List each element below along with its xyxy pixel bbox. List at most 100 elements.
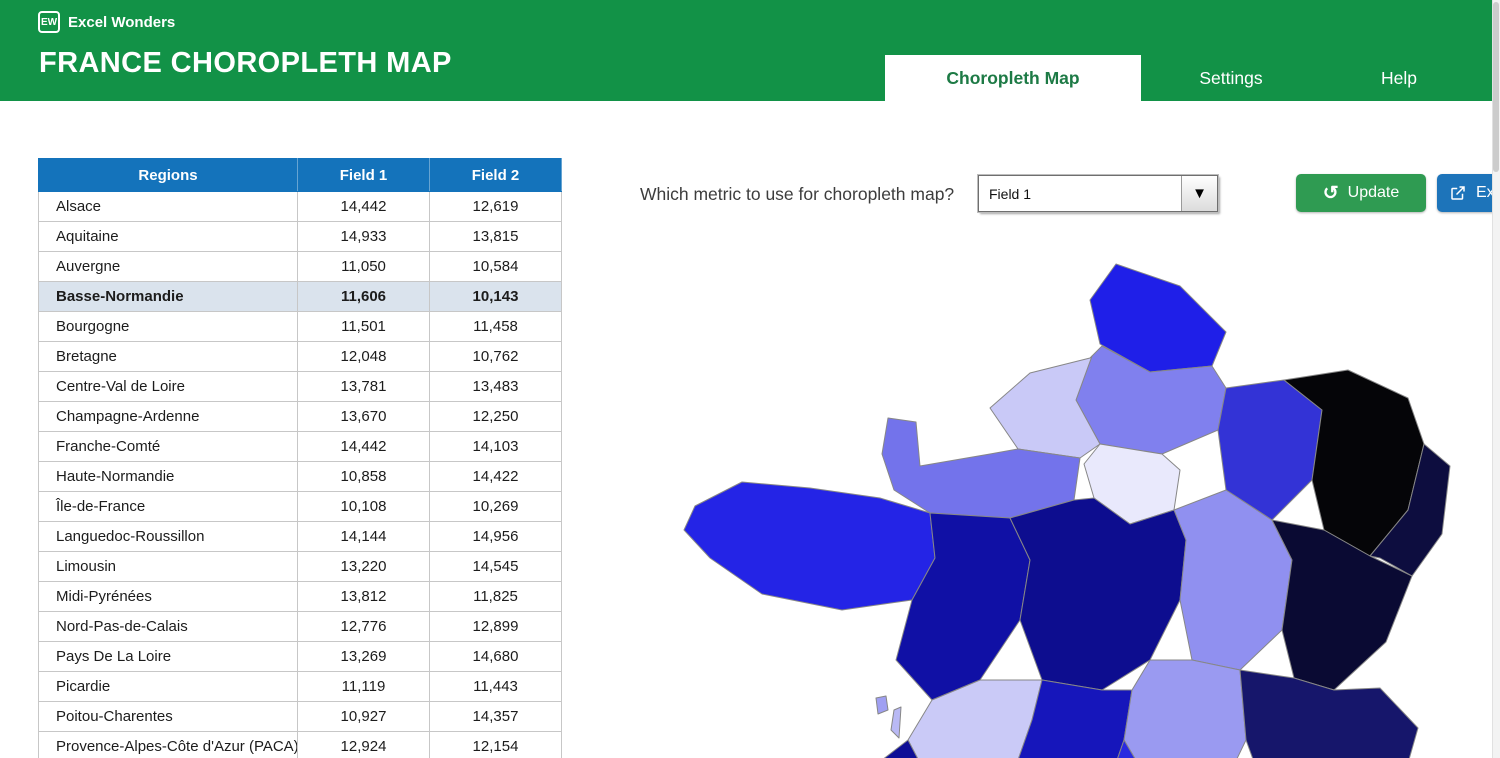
table-row[interactable]: Languedoc-Roussillon 14,144 14,956 [38,521,562,552]
region-cell: Alsace [38,191,298,222]
table-row[interactable]: Aquitaine 14,933 13,815 [38,221,562,252]
brand-name: Excel Wonders [68,13,176,31]
value-cell: 13,483 [429,371,562,402]
value-cell: 12,048 [297,341,430,372]
value-cell: 14,933 [297,221,430,252]
region-cell: Poitou-Charentes [38,701,298,732]
map-region-basse-normandie[interactable] [881,417,1081,519]
table-row[interactable]: Picardie 11,119 11,443 [38,671,562,702]
table-row[interactable]: Alsace 14,442 12,619 [38,191,562,222]
table-row[interactable]: Champagne-Ardenne 13,670 12,250 [38,401,562,432]
region-cell: Champagne-Ardenne [38,401,298,432]
column-header-field1: Field 1 [297,158,430,192]
region-cell: Haute-Normandie [38,461,298,492]
column-header-regions: Regions [38,158,298,192]
value-cell: 14,103 [429,431,562,462]
update-button[interactable]: ↺ Update [1296,174,1426,212]
map-region-rh-ne-alpes[interactable] [1239,669,1419,758]
region-cell: Bourgogne [38,311,298,342]
value-cell: 14,442 [297,431,430,462]
table-row[interactable]: Bretagne 12,048 10,762 [38,341,562,372]
regions-table: Regions Field 1 Field 2 Alsace 14,442 12,6… [38,158,562,758]
value-cell: 10,762 [429,341,562,372]
value-cell: 11,119 [297,671,430,702]
tab-help[interactable]: Help [1381,67,1417,88]
export-button[interactable]: Ex [1437,174,1500,212]
value-cell: 11,050 [297,251,430,282]
map-region-bourgogne[interactable] [1173,489,1293,671]
value-cell: 14,144 [297,521,430,552]
value-cell: 13,781 [297,371,430,402]
table-row[interactable]: Limousin 13,220 14,545 [38,551,562,582]
value-cell: 10,584 [429,251,562,282]
region-cell: Languedoc-Roussillon [38,521,298,552]
export-icon [1449,184,1467,202]
table-row[interactable]: Provence-Alpes-Côte d'Azur (PACA) 12,924 1… [38,731,562,758]
value-cell: 10,269 [429,491,562,522]
map-region-midi-pyr-n-es[interactable] [1040,739,1164,758]
value-cell: 12,250 [429,401,562,432]
value-cell: 10,143 [429,281,562,312]
value-cell: 14,422 [429,461,562,492]
chevron-down-icon[interactable]: ▼ [1181,176,1217,211]
value-cell: 10,108 [297,491,430,522]
table-row[interactable]: Bourgogne 11,501 11,458 [38,311,562,342]
update-button-label: Update [1347,184,1400,201]
page-title: FRANCE CHOROPLETH MAP [39,47,452,79]
table-row[interactable]: Île-de-France 10,108 10,269 [38,491,562,522]
value-cell: 14,442 [297,191,430,222]
map-region-alsace[interactable] [1369,443,1451,577]
value-cell: 12,776 [297,611,430,642]
map-region-limousin[interactable] [1018,679,1133,758]
scrollbar-thumb[interactable] [1493,2,1499,172]
regions-table-body: Alsace 14,442 12,619 Aquitaine 14,933 13,815 A… [38,191,562,758]
region-cell: Pays De La Loire [38,641,298,672]
table-row[interactable]: Centre-Val de Loire 13,781 13,483 [38,371,562,402]
value-cell: 11,443 [429,671,562,702]
value-cell: 12,619 [429,191,562,222]
region-cell: Centre-Val de Loire [38,371,298,402]
region-cell: Aquitaine [38,221,298,252]
tab-bar: Choropleth Map Settings Help [885,55,1477,101]
table-row[interactable]: Basse-Normandie 11,606 10,143 [38,281,562,312]
metric-dropdown[interactable]: Field 1 ▼ [977,174,1219,213]
map-region-island-1[interactable] [875,695,889,715]
value-cell: 12,154 [429,731,562,758]
table-row[interactable]: Haute-Normandie 10,858 14,422 [38,461,562,492]
tab-settings[interactable]: Settings [1199,67,1263,88]
table-row[interactable]: Poitou-Charentes 10,927 14,357 [38,701,562,732]
metric-question-label: Which metric to use for choropleth map? [640,184,955,204]
map-region-island-2[interactable] [890,706,902,739]
map-region-aquitaine[interactable] [882,739,1052,758]
value-cell: 10,927 [297,701,430,732]
value-cell: 13,812 [297,581,430,612]
region-cell: Picardie [38,671,298,702]
region-cell: Île-de-France [38,491,298,522]
value-cell: 13,670 [297,401,430,432]
value-cell: 13,815 [429,221,562,252]
region-cell: Provence-Alpes-Côte d'Azur (PACA) [38,731,298,758]
map-region-franche-comt[interactable] [1271,519,1413,691]
value-cell: 13,269 [297,641,430,672]
metric-dropdown-value: Field 1 [989,185,1032,202]
tab-choropleth-map[interactable]: Choropleth Map [885,55,1141,101]
value-cell: 11,458 [429,311,562,342]
table-row[interactable]: Franche-Comté 14,442 14,103 [38,431,562,462]
value-cell: 13,220 [297,551,430,582]
table-row[interactable]: Nord-Pas-de-Calais 12,776 12,899 [38,611,562,642]
value-cell: 10,858 [297,461,430,492]
table-row[interactable]: Pays De La Loire 13,269 14,680 [38,641,562,672]
map-region-auvergne[interactable] [1123,659,1247,758]
region-cell: Franche-Comté [38,431,298,462]
table-row[interactable]: Midi-Pyrénées 13,812 11,825 [38,581,562,612]
app-header: EW Excel Wonders FRANCE CHOROPLETH MAP C… [0,0,1500,101]
value-cell: 14,357 [429,701,562,732]
map-region-bretagne[interactable] [683,481,936,611]
column-header-field2: Field 2 [429,158,562,192]
region-cell: Bretagne [38,341,298,372]
france-map [683,263,1451,758]
vertical-scrollbar[interactable] [1492,0,1500,758]
value-cell: 11,606 [297,281,430,312]
table-row[interactable]: Auvergne 11,050 10,584 [38,251,562,282]
